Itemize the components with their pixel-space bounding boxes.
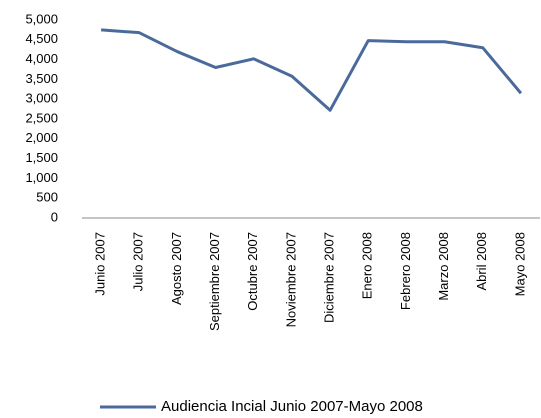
y-tick-label: 4,500 [25, 31, 58, 46]
y-tick-label: 1,000 [25, 170, 58, 185]
x-tick-label: Octubre 2007 [245, 232, 260, 311]
y-tick-label: 5,000 [25, 11, 58, 26]
x-tick-label: Diciembre 2007 [322, 232, 337, 323]
x-tick-label: Enero 2008 [360, 232, 375, 299]
y-tick-label: 4,000 [25, 51, 58, 66]
legend-label: Audiencia Incial Junio 2007-Mayo 2008 [161, 398, 423, 415]
y-tick-label: 3,000 [25, 91, 58, 106]
x-tick-label: Noviembre 2007 [283, 232, 298, 327]
y-tick-label: 2,500 [25, 110, 58, 125]
x-tick-label: Febrero 2008 [398, 232, 413, 310]
x-tick-label: Marzo 2008 [436, 232, 451, 301]
y-tick-label: 2,000 [25, 130, 58, 145]
x-tick-label: Mayo 2008 [512, 232, 527, 296]
series-line [100, 28, 523, 112]
x-tick-label: Agosto 2007 [169, 232, 184, 305]
y-tick-label: 500 [36, 190, 58, 205]
y-tick-label: 1,500 [25, 150, 58, 165]
x-tick-label: Septiembre 2007 [207, 232, 222, 331]
x-tick-label: Abril 2008 [474, 232, 489, 291]
x-tick-label: Julio 2007 [131, 232, 146, 291]
y-tick-label: 3,500 [25, 71, 58, 86]
y-tick-label: 0 [51, 209, 58, 224]
x-tick-label: Junio 2007 [93, 232, 108, 296]
